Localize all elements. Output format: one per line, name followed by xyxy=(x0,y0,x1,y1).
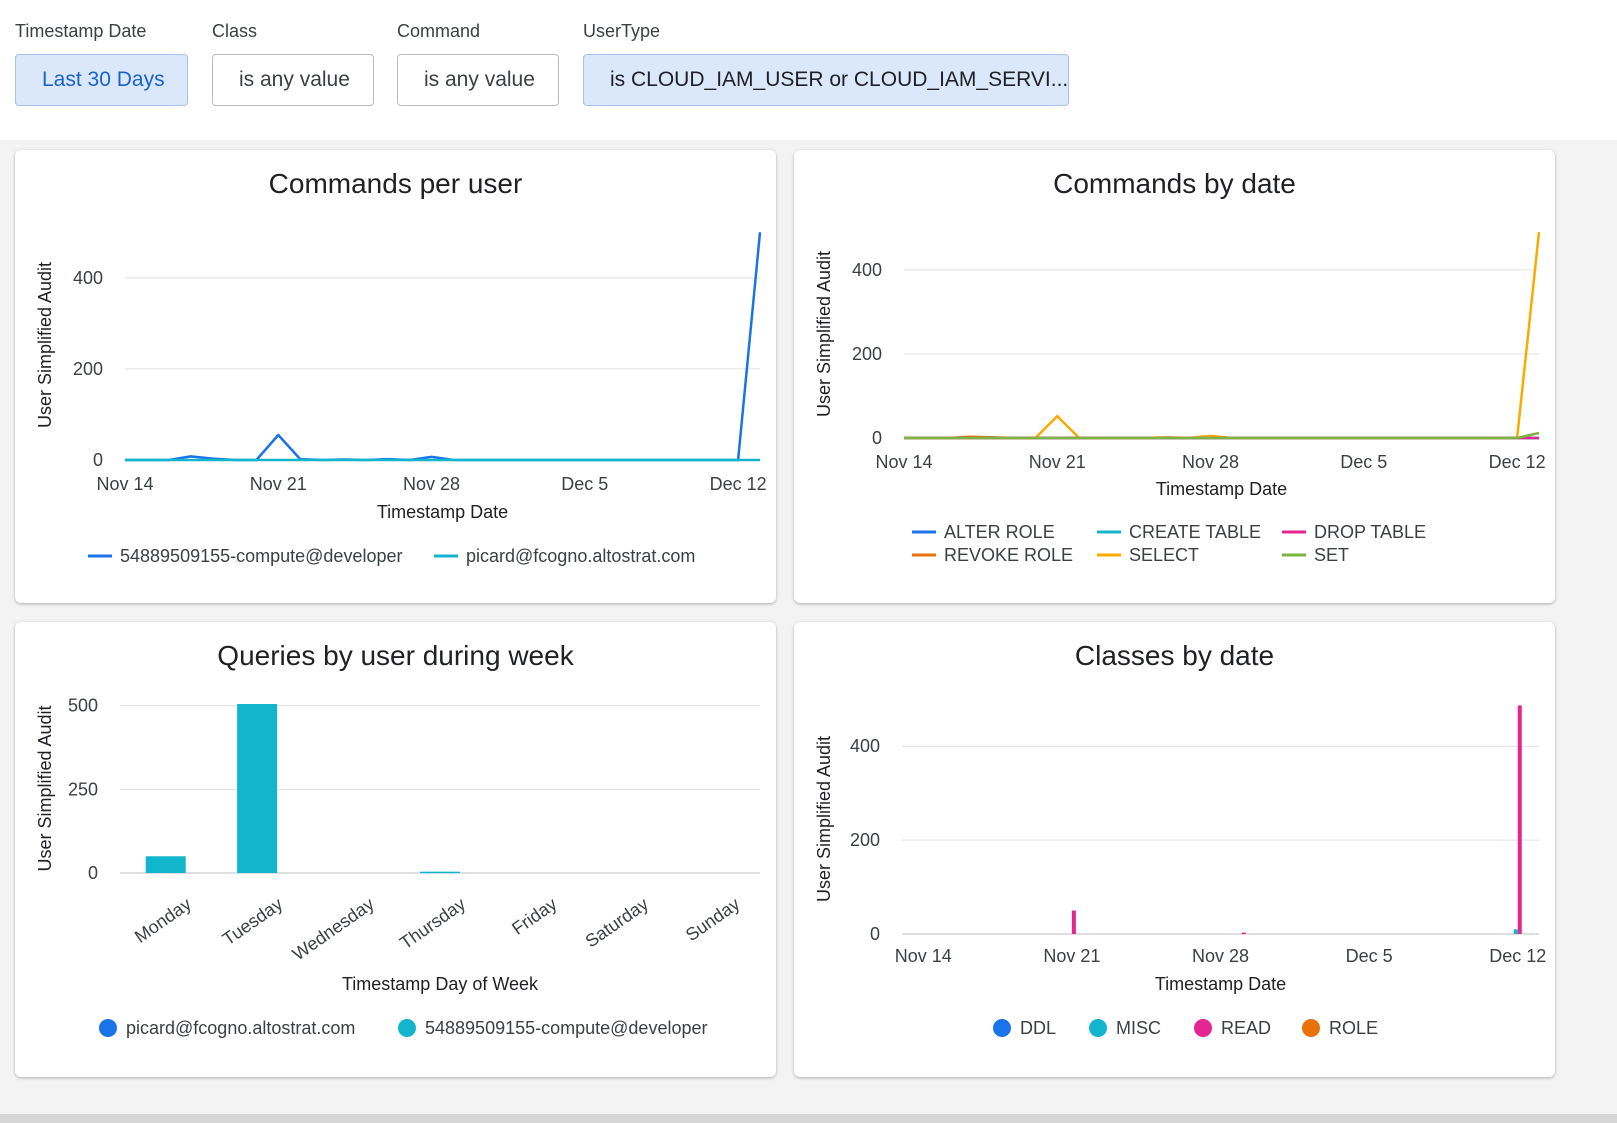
series-line xyxy=(904,231,1541,440)
x-tick-label: Nov 21 xyxy=(1029,452,1086,472)
filter-command: Command is any value xyxy=(397,20,559,106)
legend-label: 54889509155-compute@developer xyxy=(425,1018,707,1038)
y-tick-label: 500 xyxy=(68,696,98,716)
x-tick-label: Thursday xyxy=(396,894,469,953)
filter-label: UserType xyxy=(583,21,661,41)
legend-label: DROP TABLE xyxy=(1314,522,1426,542)
x-tick-label: Dec 12 xyxy=(1489,452,1546,472)
legend-dot xyxy=(993,1019,1011,1037)
x-tick-label: Dec 5 xyxy=(1346,946,1393,966)
chart-title: Classes by date xyxy=(1074,640,1275,671)
y-tick-label: 200 xyxy=(850,830,880,850)
x-tick-label: Nov 14 xyxy=(875,452,932,472)
legend-dot xyxy=(99,1019,117,1037)
legend-dot xyxy=(398,1019,416,1037)
legend-label: DDL xyxy=(1020,1018,1056,1038)
y-tick-label: 0 xyxy=(93,450,103,470)
legend-dot xyxy=(1302,1019,1320,1037)
x-tick-label: Nov 21 xyxy=(1043,946,1100,966)
x-tick-label: Tuesday xyxy=(219,894,286,950)
x-tick-label: Nov 14 xyxy=(895,946,952,966)
card-commands-by-date: Commands by date 0 200 400 User Simplified … xyxy=(794,150,1555,603)
bar xyxy=(1241,932,1246,935)
y-axis-title: User Simplified Audit xyxy=(814,251,834,417)
x-tick-label: Dec 5 xyxy=(1340,452,1387,472)
bar xyxy=(1517,705,1522,934)
legend-label: MISC xyxy=(1116,1018,1161,1038)
y-tick-label: 400 xyxy=(852,260,882,280)
chart-title: Queries by user during week xyxy=(217,640,574,671)
filter-timestamp-date: Timestamp Date Last 30 Days xyxy=(15,20,188,106)
x-tick-label: Friday xyxy=(508,894,560,939)
y-axis-title: User Simplified Audit xyxy=(814,736,834,902)
bar xyxy=(420,871,460,874)
bar xyxy=(1513,929,1518,934)
x-tick-label: Nov 28 xyxy=(1182,452,1239,472)
x-tick-label: Dec 5 xyxy=(561,474,608,494)
filter-class-button[interactable]: is any value xyxy=(212,54,374,106)
x-tick-label: Sunday xyxy=(682,894,743,945)
chart-classes-by-date: 0 200 400 User Simplified Audit Nov 14 Nov 21… xyxy=(814,705,1546,1038)
filter-class: Class is any value xyxy=(212,20,374,106)
y-axis-title: User Simplified Audit xyxy=(35,705,55,871)
legend-label: ROLE xyxy=(1329,1018,1378,1038)
legend-dot xyxy=(1194,1019,1212,1037)
x-tick-label: Nov 21 xyxy=(250,474,307,494)
legend-label: CREATE TABLE xyxy=(1129,522,1261,542)
filter-bar: Timestamp Date Last 30 Days Class is any… xyxy=(0,0,1617,140)
card-queries-by-user-during-week: Queries by user during week 0 250 500 User … xyxy=(15,622,776,1077)
legend-label: SET xyxy=(1314,545,1349,565)
x-tick-label: Saturday xyxy=(582,894,652,952)
legend-dot xyxy=(1089,1019,1107,1037)
x-axis-title: Timestamp Day of Week xyxy=(342,974,539,994)
filter-label: Timestamp Date xyxy=(15,21,147,41)
chart-title: Commands per user xyxy=(268,168,523,199)
y-tick-label: 400 xyxy=(73,268,103,288)
bar xyxy=(145,856,186,873)
y-tick-label: 0 xyxy=(872,428,882,448)
y-tick-label: 250 xyxy=(68,779,98,799)
chart-title: Commands by date xyxy=(1053,168,1296,199)
x-tick-label: Nov 28 xyxy=(403,474,460,494)
y-tick-label: 200 xyxy=(73,359,103,379)
legend-label: READ xyxy=(1221,1018,1271,1038)
y-tick-label: 200 xyxy=(852,344,882,364)
filter-usertype: UserType is CLOUD_IAM_USER or CLOUD_IAM_… xyxy=(583,20,1069,106)
chart-queries-by-user-during-week: 0 250 500 User Simplified Audit Monday Tuesda… xyxy=(35,696,760,1038)
x-tick-label: Nov 28 xyxy=(1192,946,1249,966)
series-line xyxy=(904,431,1540,440)
legend-label: picard@fcogno.altostrat.com xyxy=(466,546,695,566)
filter-label: Command xyxy=(397,21,481,41)
y-axis-title: User Simplified Audit xyxy=(35,262,55,428)
card-commands-per-user: Commands per user 0 200 400 User Simplified… xyxy=(15,150,776,603)
y-tick-label: 0 xyxy=(88,863,98,883)
legend-label: picard@fcogno.altostrat.com xyxy=(126,1018,355,1038)
x-axis-title: Timestamp Date xyxy=(1156,479,1287,499)
bar xyxy=(237,704,278,873)
y-tick-label: 400 xyxy=(850,736,880,756)
filter-usertype-button[interactable]: is CLOUD_IAM_USER or CLOUD_IAM_SERVI... xyxy=(583,54,1069,106)
x-tick-label: Monday xyxy=(131,894,195,947)
bar xyxy=(1071,910,1076,934)
legend-label: ALTER ROLE xyxy=(944,522,1055,542)
filter-label: Class xyxy=(212,21,258,41)
chart-commands-by-date: 0 200 400 User Simplified Audit Nov 14 Nov 21… xyxy=(814,231,1546,565)
filter-command-button[interactable]: is any value xyxy=(397,54,559,106)
card-classes-by-date: Classes by date 0 200 400 User Simplified A… xyxy=(794,622,1555,1077)
x-tick-label: Dec 12 xyxy=(710,474,767,494)
filter-timestamp-date-button[interactable]: Last 30 Days xyxy=(15,54,188,106)
x-tick-label: Nov 14 xyxy=(96,474,153,494)
legend-label: REVOKE ROLE xyxy=(944,545,1073,565)
x-axis-title: Timestamp Date xyxy=(377,502,508,522)
legend-label: 54889509155-compute@developer xyxy=(120,546,402,566)
x-tick-label: Dec 12 xyxy=(1489,946,1546,966)
series-line xyxy=(125,232,762,462)
x-tick-label: Wednesday xyxy=(289,894,378,965)
chart-commands-per-user: 0 200 400 User Simplified Audit Nov 14 Nov 21… xyxy=(35,232,767,566)
legend-label: SELECT xyxy=(1129,545,1199,565)
y-tick-label: 0 xyxy=(870,924,880,944)
bottom-scroll-strip xyxy=(0,1114,1617,1123)
x-axis-title: Timestamp Date xyxy=(1155,974,1286,994)
